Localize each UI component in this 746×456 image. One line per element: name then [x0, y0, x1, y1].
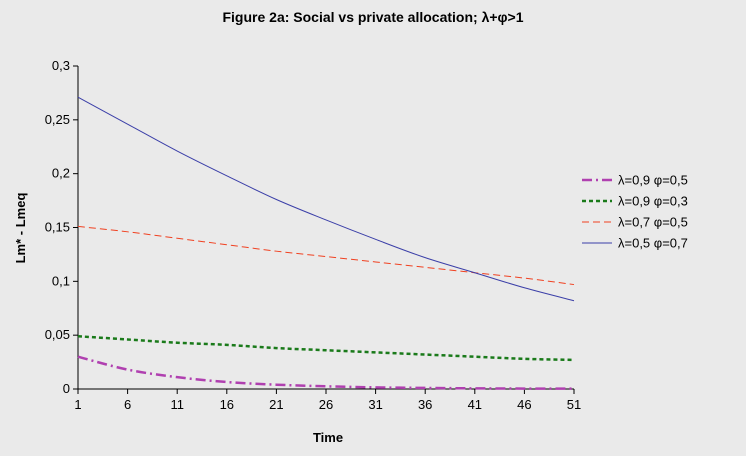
legend: λ=0,9 φ=0,5 λ=0,9 φ=0,3 λ=0,7 φ=0,5 λ=0,5 φ… [582, 173, 688, 251]
series-line-2 [77, 334, 575, 362]
y-tick-label: 0,2 [52, 166, 70, 181]
x-tick-label: 41 [468, 397, 482, 412]
x-tick-label: 16 [220, 397, 234, 412]
legend-label-3: λ=0,7 φ=0,5 [618, 215, 688, 230]
chart-title: Figure 2a: Social vs private allocation;… [222, 9, 523, 25]
y-axis-label: Lm* - Lmeq [13, 193, 28, 264]
x-tick-label: 21 [269, 397, 283, 412]
x-axis-label: Time [313, 430, 343, 445]
legend-label-1: λ=0,9 φ=0,5 [618, 173, 688, 188]
x-tick-label: 51 [567, 397, 581, 412]
x-tick-label: 26 [319, 397, 333, 412]
series-line-3 [77, 225, 575, 286]
y-tick-label: 0,25 [45, 112, 70, 127]
x-tick-label: 36 [418, 397, 432, 412]
x-tick-label: 31 [368, 397, 382, 412]
series-line-1 [77, 355, 575, 390]
x-tick-label: 46 [517, 397, 531, 412]
y-tick-label: 0,1 [52, 273, 70, 288]
x-tick-label: 6 [124, 397, 131, 412]
y-tick-label: 0,3 [52, 58, 70, 73]
x-tick-label: 11 [170, 397, 184, 412]
y-tick-label: 0,15 [45, 220, 70, 235]
plot-area: 00,050,10,150,20,250,31 6 11 16 21 26 31 36 41 46… [45, 58, 582, 412]
y-tick-label: 0 [63, 381, 70, 396]
series-line-4 [77, 96, 575, 302]
x-tick-label: 1 [74, 397, 81, 412]
legend-label-4: λ=0,5 φ=0,7 [618, 236, 688, 251]
y-tick-label: 0,05 [45, 327, 70, 342]
legend-label-2: λ=0,9 φ=0,3 [618, 194, 688, 209]
